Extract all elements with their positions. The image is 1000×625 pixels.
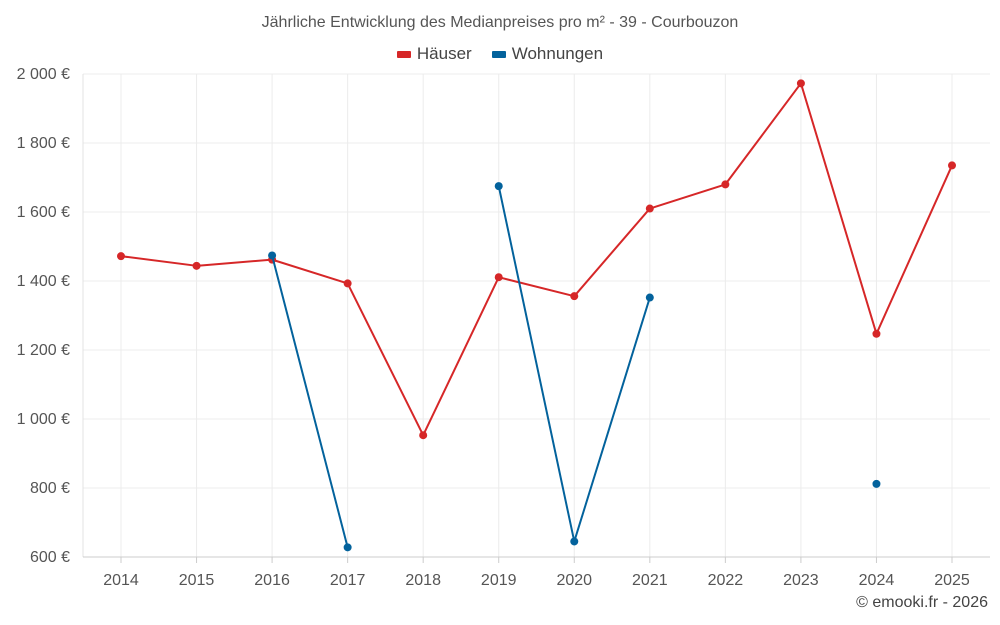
- series-line-segment-haeuser: [573, 207, 651, 298]
- data-point-wohnungen[interactable]: [872, 479, 881, 488]
- x-tick-label: 2015: [179, 572, 215, 589]
- data-point-wohnungen[interactable]: [494, 182, 503, 191]
- series-line-segment-haeuser: [724, 82, 802, 186]
- data-point-haeuser[interactable]: [796, 79, 805, 88]
- y-tick-label: 1 600 €: [17, 204, 70, 221]
- series-line-segment-haeuser: [875, 164, 953, 335]
- series-line-segment-haeuser: [799, 82, 878, 335]
- legend-label-haeuser: Häuser: [416, 44, 472, 63]
- credit-text: © emooki.fr - 2026: [856, 594, 988, 611]
- series-wohnungen: [268, 182, 881, 552]
- y-tick-label: 1 000 €: [17, 411, 70, 428]
- x-tick-label: 2019: [481, 572, 517, 589]
- x-tick-label: 2022: [708, 572, 744, 589]
- y-tick-label: 1 800 €: [17, 135, 70, 152]
- data-point-wohnungen[interactable]: [343, 543, 352, 552]
- series-line-segment-wohnungen: [497, 185, 576, 543]
- data-point-haeuser[interactable]: [192, 261, 201, 270]
- y-tick-label: 1 400 €: [17, 273, 70, 290]
- x-tick-label: 2016: [254, 572, 290, 589]
- data-point-haeuser[interactable]: [117, 252, 125, 261]
- series-layer: [117, 79, 956, 552]
- series-line-segment-wohnungen: [573, 296, 651, 543]
- axis-layer: 600 € 800 € 1 000 € 1 200 € 1 400 € 1 600 € 1 …: [17, 66, 990, 589]
- series-line-segment-wohnungen: [271, 254, 349, 549]
- data-point-haeuser[interactable]: [494, 273, 503, 282]
- x-tick-label: 2025: [934, 572, 970, 589]
- legend-item-wohnungen[interactable]: Wohnungen: [491, 44, 604, 64]
- series-line-segment-haeuser: [346, 282, 425, 437]
- x-tick-label: 2020: [556, 572, 592, 589]
- series-line-segment-haeuser: [271, 258, 349, 285]
- data-point-haeuser[interactable]: [570, 292, 579, 301]
- series-line-segment-haeuser: [648, 183, 727, 210]
- data-point-haeuser[interactable]: [419, 431, 428, 440]
- series-line-segment-haeuser: [120, 255, 198, 267]
- legend-swatch-haeuser: [396, 50, 411, 58]
- x-tick-label: 2018: [405, 572, 441, 589]
- data-point-haeuser[interactable]: [343, 279, 352, 288]
- data-point-haeuser[interactable]: [721, 180, 730, 189]
- x-tick-label: 2023: [783, 572, 819, 589]
- legend: Häuser Wohnungen: [0, 44, 1000, 64]
- data-point-haeuser[interactable]: [872, 329, 881, 338]
- x-tick-label: 2021: [632, 572, 668, 589]
- data-point-wohnungen[interactable]: [570, 537, 579, 546]
- y-tick-label: 600 €: [30, 549, 70, 566]
- y-tick-label: 1 200 €: [17, 342, 70, 359]
- grid-layer: [83, 73, 990, 557]
- series-line-segment-haeuser: [422, 276, 500, 437]
- series-line-segment-haeuser: [497, 276, 576, 298]
- data-point-wohnungen[interactable]: [645, 293, 654, 302]
- data-point-wohnungen[interactable]: [268, 251, 277, 260]
- legend-label-wohnungen: Wohnungen: [511, 44, 604, 63]
- series-line-segment-haeuser: [195, 258, 274, 267]
- chart-title: Jährliche Entwicklung des Medianpreises …: [261, 14, 739, 31]
- x-tick-label: 2014: [103, 572, 139, 589]
- legend-swatch-wohnungen: [491, 50, 506, 58]
- legend-item-haeuser[interactable]: Häuser: [396, 44, 472, 64]
- data-point-haeuser[interactable]: [948, 161, 956, 170]
- y-tick-label: 2 000 €: [17, 66, 70, 83]
- series-haeuser: [117, 79, 956, 440]
- x-tick-label: 2017: [330, 572, 366, 589]
- data-point-haeuser[interactable]: [645, 204, 654, 213]
- x-tick-label: 2024: [859, 572, 895, 589]
- y-tick-label: 800 €: [30, 480, 70, 497]
